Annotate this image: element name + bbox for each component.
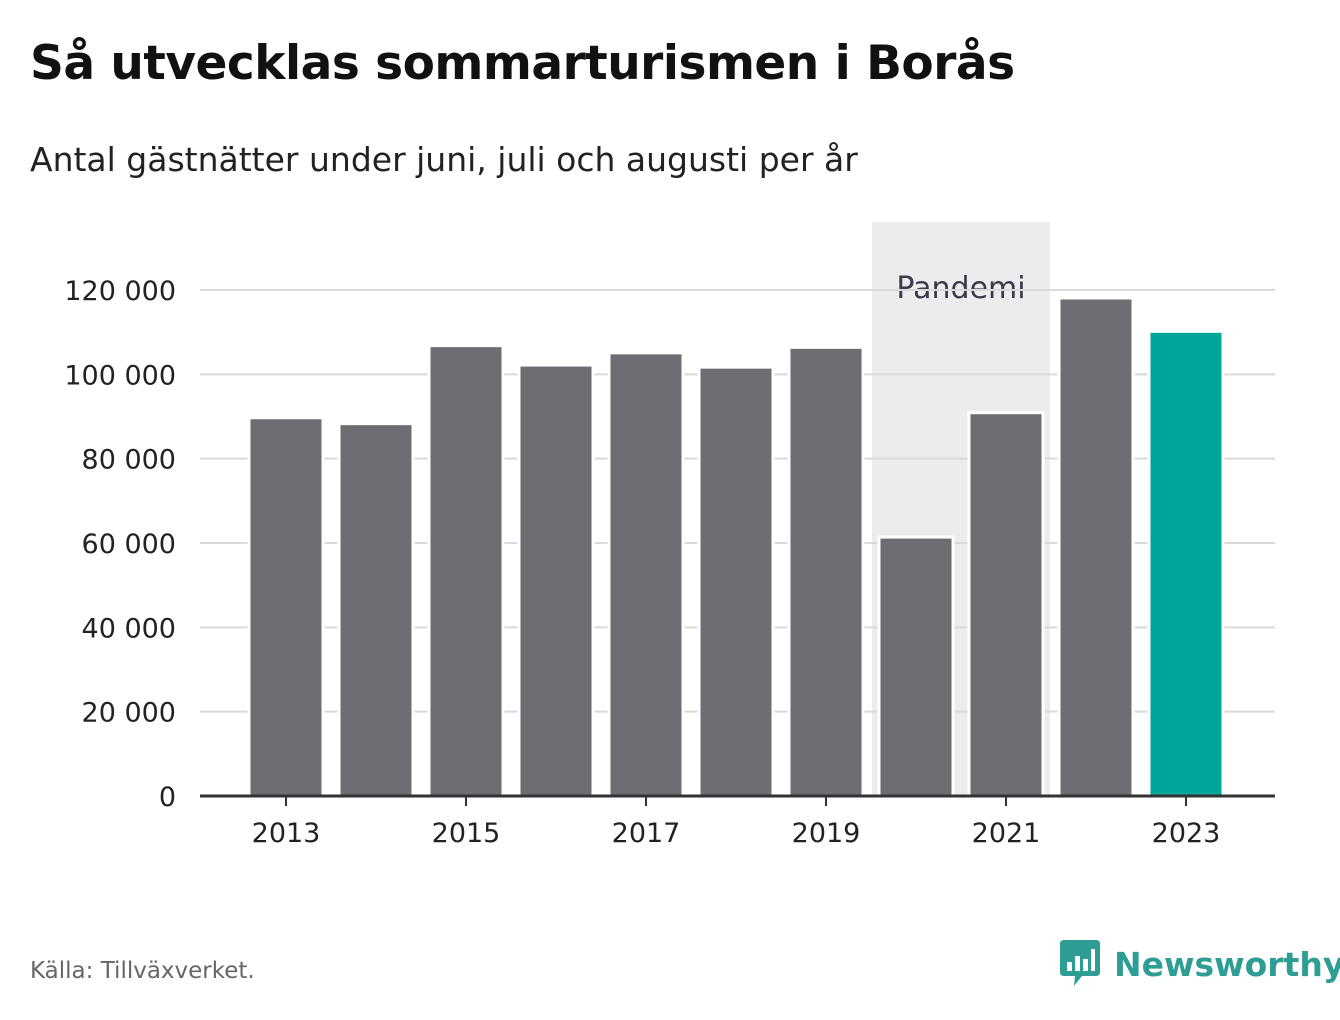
bar-2023 [1147, 329, 1225, 798]
x-tick-label: 2013 [252, 818, 321, 849]
y-tick-label: 20 000 [82, 698, 176, 729]
y-tick-label: 0 [159, 782, 176, 813]
bar-2020 [877, 535, 955, 798]
y-tick-labels: 0 20 000 40 000 60 000 80 000 100 000 120 000 [64, 276, 176, 813]
y-tick-label: 60 000 [82, 529, 176, 560]
y-tick-label: 100 000 [64, 360, 176, 391]
chart-title: Så utvecklas sommarturismen i Borås [30, 36, 1015, 91]
bar-2021 [967, 411, 1045, 798]
x-tick-label: 2021 [972, 818, 1041, 849]
bar-2019 [787, 345, 865, 798]
bar-2014 [337, 422, 415, 798]
bar-2016 [517, 363, 595, 798]
bar-2015 [427, 344, 505, 798]
newsworthy-logo: Newsworthy [1060, 940, 1340, 988]
bar-chart: Pandemi 0 20 000 40 000 60 000 80 000 100 000… [64, 222, 1275, 849]
chart-subtitle: Antal gästnätter under juni, juli och au… [30, 140, 858, 179]
x-tick-label: 2017 [612, 818, 681, 849]
y-tick-label: 120 000 [64, 276, 176, 307]
y-tick-label: 80 000 [82, 445, 176, 476]
bar-2017 [607, 351, 685, 798]
bar-2022 [1057, 296, 1135, 798]
x-axis: 2013 2015 2017 2019 2021 2023 [200, 794, 1275, 849]
x-tick-label: 2019 [792, 818, 861, 849]
newsworthy-logo-icon [1060, 940, 1100, 986]
x-tick-label: 2023 [1152, 818, 1221, 849]
bars-layer [247, 296, 1225, 798]
brand-name: Newsworthy [1114, 944, 1340, 984]
y-tick-label: 40 000 [82, 613, 176, 644]
pandemic-label: Pandemi [896, 271, 1025, 306]
bar-2018 [697, 365, 775, 798]
source-note: Källa: Tillväxverket. [30, 958, 255, 984]
x-tick-label: 2015 [432, 818, 501, 849]
bar-2013 [247, 416, 325, 798]
